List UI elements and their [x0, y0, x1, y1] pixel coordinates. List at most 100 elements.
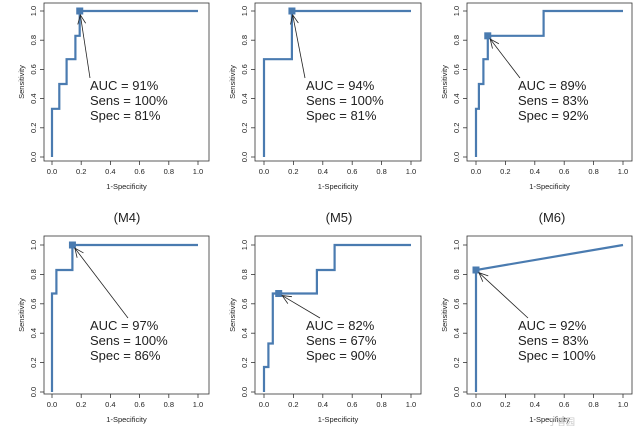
- y-tick-label: 0.8: [29, 35, 38, 45]
- y-tick-label: 0.8: [240, 269, 249, 279]
- roc-panel-1: 0.0 0.2 0.4 0.6 0.8 1.0 0.0 0.2 0.4 0.6 0.8 1.0 1-Sp…: [17, 2, 210, 191]
- x-tick-label: 0.6: [347, 400, 357, 409]
- y-tick-label: 0.0: [29, 387, 38, 397]
- x-tick-label: 0.4: [105, 167, 115, 176]
- roc-panel-5: 0.0 0.2 0.4 0.6 0.8 1.0 0.0 0.2 0.4 0.6 0.8 1.0 1-Sp…: [228, 210, 422, 424]
- sensitivity-label: Sens = 83%: [518, 93, 589, 108]
- specificity-label: Spec = 81%: [90, 108, 161, 123]
- cutoff-point-marker: [275, 290, 283, 298]
- y-tick-label: 0.4: [240, 93, 249, 103]
- y-tick-label: 0.8: [452, 269, 461, 279]
- x-tick-label: 1.0: [406, 400, 416, 409]
- cutoff-point-marker: [68, 241, 76, 249]
- y-tick-label: 0.6: [240, 299, 249, 309]
- x-tick-label: 0.2: [500, 167, 510, 176]
- annotation-arrow: [281, 295, 321, 319]
- y-tick-label: 0.0: [452, 387, 461, 397]
- x-axis-title: 1-Specificity: [106, 182, 147, 191]
- y-tick-label: 0.0: [29, 152, 38, 162]
- arrowhead: [281, 295, 292, 304]
- auc-label: AUC = 82%: [306, 318, 375, 333]
- sensitivity-label: Sens = 100%: [90, 333, 168, 348]
- y-tick-label: 0.0: [452, 152, 461, 162]
- auc-label: AUC = 94%: [306, 78, 375, 93]
- x-axis-title: 1-Specificity: [318, 182, 359, 191]
- arrowhead: [290, 13, 299, 25]
- arrowhead: [478, 272, 489, 282]
- x-tick-label: 1.0: [193, 167, 203, 176]
- roc-curve: [262, 9, 411, 157]
- x-tick-label: 0.2: [76, 167, 86, 176]
- x-tick-label: 0.0: [259, 167, 269, 176]
- x-tick-label: 1.0: [193, 400, 203, 409]
- roc-panel-4: 0.0 0.2 0.4 0.6 0.8 1.0 0.0 0.2 0.4 0.6 0.8 1.0 1-Sp…: [17, 210, 210, 424]
- x-tick-label: 0.4: [318, 167, 328, 176]
- x-tick-label: 0.8: [588, 400, 598, 409]
- y-axis-title: Sensitivity: [440, 65, 449, 99]
- cutoff-point-marker: [288, 7, 296, 15]
- sensitivity-label: Sens = 83%: [518, 333, 589, 348]
- x-tick-label: 0.4: [105, 400, 115, 409]
- plot-frame: [254, 235, 422, 395]
- y-tick-label: 0.6: [452, 64, 461, 74]
- annotation-arrow: [74, 247, 129, 319]
- x-tick-label: 0.6: [559, 400, 569, 409]
- x-tick-label: 0.2: [288, 167, 298, 176]
- specificity-label: Spec = 100%: [518, 348, 596, 363]
- annotation-arrow: [478, 272, 529, 319]
- y-tick-label: 0.2: [240, 357, 249, 367]
- arrowhead: [74, 247, 84, 258]
- y-tick-label: 0.0: [240, 387, 249, 397]
- y-tick-label: 1.0: [29, 6, 38, 16]
- roc-panel-2: 0.0 0.2 0.4 0.6 0.8 1.0 0.0 0.2 0.4 0.6 0.8 1.0 1-Sp…: [228, 2, 422, 191]
- annotation-arrow: [489, 38, 521, 79]
- roc-panel-6: 0.0 0.2 0.4 0.6 0.8 1.0 0.0 0.2 0.4 0.6 0.8 1.0 1-Sp…: [440, 210, 633, 424]
- cutoff-point-marker: [484, 32, 492, 40]
- roc-curve: [474, 9, 623, 157]
- x-tick-label: 0.0: [47, 167, 57, 176]
- roc-panel-3: 0.0 0.2 0.4 0.6 0.8 1.0 0.0 0.2 0.4 0.6 0.8 1.0 1-Sp…: [440, 2, 633, 191]
- y-tick-label: 0.2: [452, 123, 461, 133]
- y-tick-label: 0.6: [240, 64, 249, 74]
- specificity-label: Spec = 86%: [90, 348, 161, 363]
- x-tick-label: 0.0: [471, 167, 481, 176]
- auc-label: AUC = 89%: [518, 78, 587, 93]
- y-tick-label: 0.8: [29, 269, 38, 279]
- annotation-arrow: [292, 14, 306, 79]
- annotation-arrow: [79, 14, 91, 79]
- x-tick-label: 0.6: [134, 400, 144, 409]
- y-tick-label: 0.4: [29, 328, 38, 338]
- x-tick-label: 0.6: [134, 167, 144, 176]
- y-tick-label: 0.4: [240, 328, 249, 338]
- x-tick-label: 1.0: [618, 400, 628, 409]
- y-tick-label: 0.4: [452, 93, 461, 103]
- y-tick-label: 0.8: [452, 35, 461, 45]
- x-tick-label: 0.0: [471, 400, 481, 409]
- x-tick-label: 0.6: [559, 167, 569, 176]
- y-tick-label: 0.0: [240, 152, 249, 162]
- y-axis-title: Sensitivity: [17, 65, 26, 99]
- x-tick-label: 1.0: [618, 167, 628, 176]
- roc-curve: [50, 9, 198, 157]
- x-tick-label: 0.0: [47, 400, 57, 409]
- x-tick-label: 0.8: [164, 167, 174, 176]
- x-tick-label: 0.4: [530, 167, 540, 176]
- x-axis-title: 1-Specificity: [106, 415, 147, 424]
- cutoff-point-marker: [472, 266, 480, 274]
- auc-label: AUC = 92%: [518, 318, 587, 333]
- y-tick-label: 1.0: [240, 240, 249, 250]
- plot-frame: [43, 235, 210, 395]
- y-tick-label: 0.6: [29, 299, 38, 309]
- x-tick-label: 0.8: [164, 400, 174, 409]
- x-tick-label: 0.8: [376, 167, 386, 176]
- x-tick-label: 0.8: [588, 167, 598, 176]
- y-axis-title: Sensitivity: [440, 298, 449, 332]
- roc-panels: 0.0 0.2 0.4 0.6 0.8 1.0 0.0 0.2 0.4 0.6 0.8 1.0 1-Sp…: [17, 2, 633, 424]
- x-tick-label: 0.4: [318, 400, 328, 409]
- plot-frame: [43, 2, 210, 162]
- x-axis-title: 1-Specificity: [318, 415, 359, 424]
- sensitivity-label: Sens = 100%: [90, 93, 168, 108]
- arrowhead: [77, 13, 86, 25]
- plot-frame: [254, 2, 422, 162]
